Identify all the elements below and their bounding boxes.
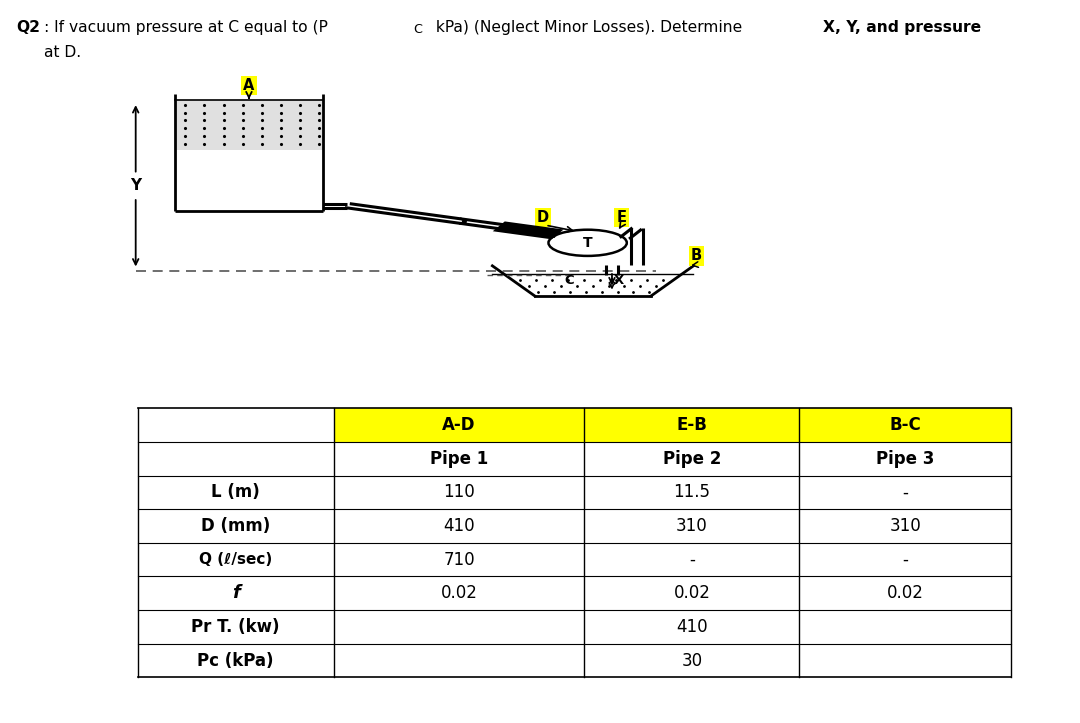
Text: kPa) (Neglect Minor Losses). Determine: kPa) (Neglect Minor Losses). Determine — [431, 20, 747, 35]
Text: -: - — [902, 484, 908, 501]
Text: Q2: Q2 — [16, 20, 40, 35]
Text: -: - — [689, 551, 694, 568]
Text: 710: 710 — [443, 551, 475, 568]
Text: -: - — [902, 551, 908, 568]
Text: 110: 110 — [443, 484, 475, 501]
Text: 11.5: 11.5 — [674, 484, 711, 501]
Text: B-C: B-C — [889, 416, 921, 434]
Text: 30: 30 — [681, 651, 702, 669]
Text: Pc (kPa): Pc (kPa) — [198, 651, 274, 669]
Polygon shape — [492, 221, 564, 239]
Text: 0.02: 0.02 — [674, 584, 711, 602]
Text: D (mm): D (mm) — [201, 517, 270, 535]
Text: A: A — [243, 78, 255, 93]
Text: : If vacuum pressure at C equal to (P: : If vacuum pressure at C equal to (P — [44, 20, 328, 35]
Text: Y: Y — [130, 179, 141, 193]
Text: Pipe 1: Pipe 1 — [430, 450, 488, 468]
Text: 410: 410 — [676, 618, 707, 636]
Bar — [799, 408, 1011, 442]
Text: D: D — [537, 210, 550, 225]
Text: X, Y, and pressure: X, Y, and pressure — [823, 20, 981, 35]
Text: Q (ℓ/sec): Q (ℓ/sec) — [199, 552, 272, 567]
Text: 310: 310 — [889, 517, 921, 535]
Bar — [175, 100, 323, 150]
Text: Pipe 2: Pipe 2 — [663, 450, 721, 468]
Text: E-B: E-B — [676, 416, 707, 434]
Text: 0.02: 0.02 — [441, 584, 477, 602]
Text: Pr T. (kw): Pr T. (kw) — [191, 618, 280, 636]
Text: E: E — [617, 210, 626, 225]
Text: L (m): L (m) — [212, 484, 260, 501]
Text: 410: 410 — [443, 517, 475, 535]
Text: C: C — [413, 22, 422, 35]
Bar — [334, 408, 584, 442]
Text: f: f — [232, 584, 240, 602]
Text: C: C — [564, 274, 573, 287]
Text: 0.02: 0.02 — [887, 584, 923, 602]
Text: 310: 310 — [676, 517, 707, 535]
Bar — [584, 408, 799, 442]
Text: B: B — [691, 248, 702, 263]
Text: Pipe 3: Pipe 3 — [876, 450, 934, 468]
Text: at D.: at D. — [44, 45, 81, 59]
Text: A-D: A-D — [443, 416, 476, 434]
Text: T: T — [583, 236, 593, 250]
Text: X: X — [615, 274, 624, 287]
